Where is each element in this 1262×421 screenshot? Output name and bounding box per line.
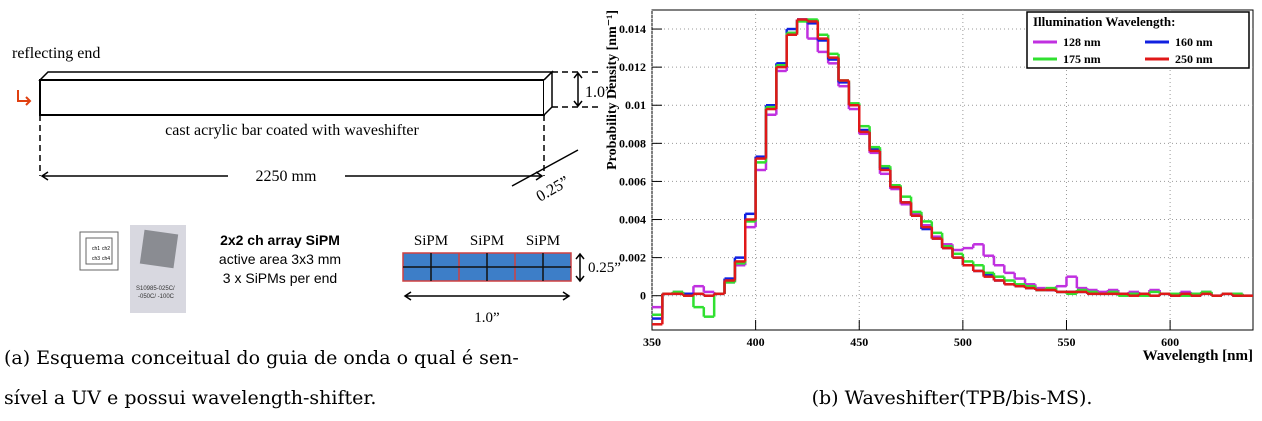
y-tick-label: 0 [640,289,646,303]
plot-frame [651,9,1254,331]
label: ch3 [92,256,100,262]
caption: (a) Esquema conceitual do guia de onda o… [4,347,519,369]
diagram-panel: reflecting end 1.0” cast acrylic bar coa… [4,45,621,409]
legend-label: 160 nm [1175,35,1213,49]
dimension-arrow [575,252,585,283]
label: SiPM [526,233,560,249]
legend-box [1026,11,1250,69]
legend-label: 175 nm [1063,52,1101,66]
legend-label: 250 nm [1175,52,1213,66]
dimension-arrow [40,171,544,181]
sipm-outline [79,231,119,271]
array-grid [403,253,571,281]
x-tick-label: 350 [643,335,661,349]
label: active area 3x3 mm [219,251,341,267]
x-tick-label: 500 [954,335,972,349]
x-tick-label: 600 [1161,335,1179,349]
label: 2x2 ch array SiPM [220,232,340,248]
label: 0.25” [588,260,621,276]
sipm-drawing: ch1 ch2 ch3 ch4 S10985-025C/ -050C/ -100… [79,225,186,313]
label: ch4 [102,256,110,262]
dimension-arrow [511,149,579,187]
label: ch1 [92,246,100,252]
label: 1.0” [474,310,499,326]
x-tick-label: 550 [1057,335,1075,349]
caption: sível a UV e possui wavelength-shifter. [4,387,376,409]
x-tick-label: 400 [747,335,765,349]
dimension-arrow [573,71,583,108]
label: reflecting end [12,45,100,62]
legend-title: Illumination Wavelength: [1033,14,1175,29]
sipm-array [402,252,572,282]
legend-label: 128 nm [1063,35,1101,49]
label: 3 x SiPMs per end [223,270,337,286]
label: -050C/ -100C [138,294,175,300]
bar-end [543,70,553,116]
x-tick-label: 450 [850,335,868,349]
bar-top [38,71,554,81]
dimension-arrow [403,291,571,301]
marker [17,90,32,106]
label: SiPM [470,233,504,249]
label: 1.0” [585,84,612,101]
caption: (b) Waveshifter(TPB/bis-MS). [812,387,1093,409]
sipm-photo [139,229,179,269]
bar [39,79,545,116]
dimension-guide [39,71,600,176]
label: 2250 mm [256,168,317,185]
sipm-outline [85,237,113,265]
label: S10985-025C/ [136,286,175,292]
label: ch2 [102,246,110,252]
x-axis-label: Wavelength [nm] [1143,348,1253,364]
label: cast acrylic bar coated with waveshifter [165,122,419,139]
label: SiPM [414,233,448,249]
